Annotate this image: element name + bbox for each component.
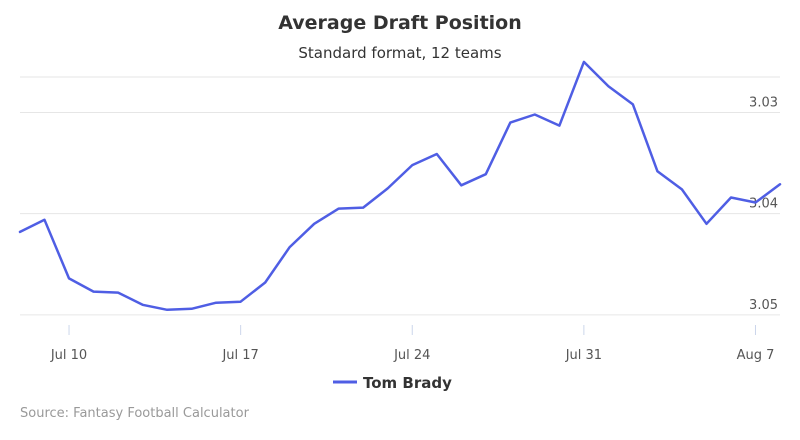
x-tick-label: Aug 7 bbox=[737, 348, 775, 363]
series-line-tom-brady[interactable] bbox=[18, 60, 782, 312]
y-axis-labels: 3.03 3.04 3.05 bbox=[749, 95, 778, 312]
chart-title: Average Draft Position bbox=[278, 12, 522, 34]
credits[interactable]: Source: Fantasy Football Calculator bbox=[20, 406, 250, 421]
grid-lines bbox=[20, 76, 780, 316]
series-layer bbox=[18, 60, 782, 312]
x-axis-labels: Jul 10 Jul 17 Jul 24 Jul 31 Aug 7 bbox=[50, 325, 775, 363]
x-tick-label: Jul 31 bbox=[565, 348, 602, 363]
y-tick-label: 3.05 bbox=[749, 298, 778, 313]
x-tick-label: Jul 10 bbox=[50, 348, 87, 363]
x-tick-label: Jul 24 bbox=[393, 348, 430, 363]
legend-label-tom-brady[interactable]: Tom Brady bbox=[363, 374, 452, 392]
y-tick-label: 3.04 bbox=[749, 197, 778, 212]
y-tick-label: 3.03 bbox=[749, 95, 778, 110]
x-tick-label: Jul 17 bbox=[221, 348, 258, 363]
chart-subtitle: Standard format, 12 teams bbox=[298, 44, 501, 62]
legend[interactable]: Tom Brady bbox=[333, 374, 452, 392]
